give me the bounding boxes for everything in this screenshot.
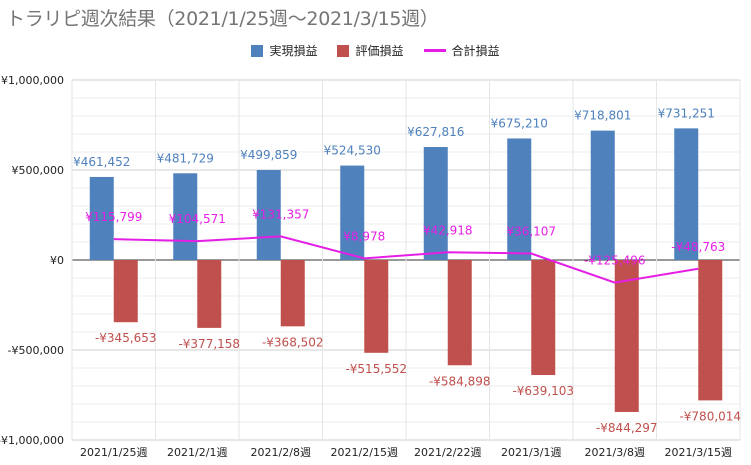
x-tick-label: 2021/3/8週 [585, 446, 645, 459]
legend-item-realized: 実現損益 [251, 42, 317, 59]
data-label-unrealized: -¥515,552 [345, 362, 407, 376]
legend-label-unrealized: 評価損益 [355, 44, 404, 58]
x-tick-label: 2021/2/8週 [251, 446, 311, 459]
y-tick-label: -¥1,000,000 [0, 434, 64, 447]
data-label-unrealized: -¥639,103 [512, 384, 574, 398]
bar-realized [590, 130, 615, 260]
data-label-realized: ¥499,859 [240, 148, 297, 162]
data-label-total: -¥125,496 [584, 254, 646, 268]
y-tick-label: ¥0 [50, 254, 64, 267]
data-label-realized: ¥731,251 [658, 106, 715, 120]
x-tick-label: 2021/2/1週 [167, 446, 227, 459]
bar-realized [256, 170, 281, 260]
legend: 実現損益 評価損益 合計損益 [0, 42, 751, 59]
x-tick-label: 2021/2/22週 [414, 446, 481, 459]
bar-unrealized [197, 260, 222, 328]
data-label-unrealized: -¥780,014 [679, 409, 741, 423]
data-label-unrealized: -¥345,653 [95, 331, 157, 345]
data-label-total: ¥115,799 [85, 210, 142, 224]
legend-label-realized: 実現損益 [269, 44, 318, 58]
legend-swatch-unrealized [337, 44, 350, 57]
legend-item-unrealized: 評価損益 [337, 42, 404, 59]
legend-label-total: 合計損益 [451, 44, 500, 58]
data-label-total: ¥131,357 [252, 207, 309, 221]
legend-item-total: 合計損益 [423, 42, 500, 59]
bar-realized [423, 146, 448, 260]
data-label-total: -¥48,763 [671, 240, 725, 254]
bar-realized [674, 128, 699, 260]
bar-unrealized [698, 260, 723, 401]
data-label-total: ¥36,107 [506, 225, 556, 239]
x-tick-label: 2021/3/15週 [665, 446, 732, 459]
bar-unrealized [531, 260, 556, 376]
data-label-realized: ¥461,452 [73, 155, 130, 169]
bar-realized [173, 173, 198, 260]
line-total [113, 235, 699, 284]
bar-realized [340, 165, 365, 260]
bar-unrealized [364, 260, 389, 353]
data-label-total: ¥8,978 [343, 229, 385, 243]
y-tick-label: ¥1,000,000 [1, 74, 64, 87]
legend-swatch-realized [251, 44, 264, 57]
x-tick-label: 2021/3/1週 [501, 446, 561, 459]
chart-title: トラリピ週次結果（2021/1/25週～2021/3/15週） [6, 8, 439, 30]
bar-unrealized [113, 260, 138, 323]
legend-swatch-total [423, 49, 446, 52]
data-label-realized: ¥524,530 [324, 144, 381, 158]
data-label-total: ¥42,918 [423, 223, 473, 237]
data-label-unrealized: -¥368,502 [262, 335, 324, 349]
bar-realized [507, 138, 532, 260]
bar-unrealized [280, 260, 305, 327]
bar-unrealized [447, 260, 472, 366]
data-label-total: ¥104,571 [169, 212, 226, 226]
bar-realized [89, 176, 114, 260]
y-tick-label: ¥500,000 [12, 164, 65, 177]
data-label-unrealized: -¥584,898 [429, 374, 491, 388]
x-tick-label: 2021/2/15週 [331, 446, 398, 459]
data-label-unrealized: -¥377,158 [178, 337, 240, 351]
x-tick-label: 2021/1/25週 [80, 446, 147, 459]
data-label-unrealized: -¥844,297 [596, 421, 658, 435]
bar-unrealized [614, 260, 639, 412]
data-label-realized: ¥481,729 [157, 151, 214, 165]
data-label-realized: ¥627,816 [407, 125, 464, 139]
y-tick-label: -¥500,000 [8, 344, 64, 357]
data-label-realized: ¥675,210 [491, 116, 548, 130]
data-label-realized: ¥718,801 [574, 109, 631, 123]
